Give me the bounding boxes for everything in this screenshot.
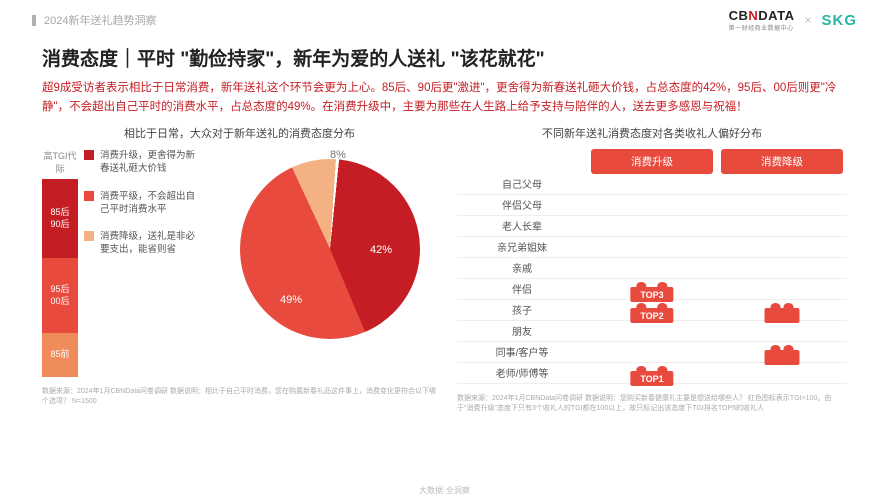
left-chart: 相比于日常，大众对于新年送礼的消费态度分布 高TGI代际 85后90后95后00…: [42, 125, 437, 414]
gift-badge-icon: TOP1: [630, 371, 673, 386]
description: 超9成受访者表示相比于日常消费，新年送礼这个环节会更为上心。85后、90后更"激…: [0, 79, 889, 117]
legend-swatch-icon: [84, 150, 94, 160]
row-label: 伴侣: [457, 281, 587, 296]
table-column-header: 消费降级: [721, 149, 843, 174]
content: 相比于日常，大众对于新年送礼的消费态度分布 高TGI代际 85后90后95后00…: [0, 117, 889, 414]
table-row: 朋友: [457, 321, 847, 342]
table-header: 收礼人\消费态度消费升级消费降级: [457, 149, 847, 174]
table-row: 老人长辈: [457, 216, 847, 237]
legend: 消费升级，更舍得为新春送礼砸大价钱消费平级，不会超出自己平时消费水平消费降级，送…: [84, 149, 204, 377]
table-column-header: 消费升级: [591, 149, 713, 174]
left-chart-title: 相比于日常，大众对于新年送礼的消费态度分布: [42, 125, 437, 141]
breadcrumb-text: 2024新年送礼趋势洞察: [44, 12, 156, 28]
row-label: 亲戚: [457, 260, 587, 275]
tgi-segment: 85前: [42, 333, 78, 377]
logo-cbndata: CBNDATA 第一财经商业数据中心: [729, 8, 795, 32]
legend-text: 消费降级，送礼是非必要支出，能省则省: [100, 230, 204, 257]
table-column-header: 收礼人\消费态度: [461, 149, 583, 174]
legend-item: 消费升级，更舍得为新春送礼砸大价钱: [84, 149, 204, 176]
header: 2024新年送礼趋势洞察 CBNDATA 第一财经商业数据中心 × SKG: [0, 0, 889, 30]
tgi-column: 高TGI代际 85后90后95后00后85前: [42, 149, 78, 377]
table-row: 亲兄弟姐妹: [457, 237, 847, 258]
row-label: 朋友: [457, 323, 587, 338]
row-label: 同事/客户等: [457, 344, 587, 359]
page-title: 消费态度｜平时 "勤俭持家"，新年为爱的人送礼 "该花就花": [0, 30, 889, 79]
pie-icon: [240, 159, 420, 339]
row-label: 自己父母: [457, 176, 587, 191]
header-bar-icon: [32, 15, 36, 26]
table-row: 同事/客户等: [457, 342, 847, 363]
right-chart-title: 不同新年送礼消费态度对各类收礼人偏好分布: [457, 125, 847, 141]
right-footnote: 数据来源：2024年1月CBNData问卷调研 数据说明：您购买新春健康礼主要是…: [457, 394, 847, 414]
pie-chart: 8% 42% 49%: [210, 149, 437, 359]
row-label: 孩子: [457, 302, 587, 317]
tgi-bar: 85后90后95后00后85前: [42, 179, 78, 377]
right-chart: 不同新年送礼消费态度对各类收礼人偏好分布 收礼人\消费态度消费升级消费降级 自己…: [457, 125, 847, 414]
tgi-segment: 95后00后: [42, 258, 78, 333]
row-label: 老人长辈: [457, 218, 587, 233]
logo-skg: SKG: [821, 12, 857, 29]
legend-swatch-icon: [84, 231, 94, 241]
legend-text: 消费平级，不会超出自己平时消费水平: [100, 190, 204, 217]
row-label: 伴侣父母: [457, 197, 587, 212]
table-row: 伴侣父母: [457, 195, 847, 216]
preference-table: 收礼人\消费态度消费升级消费降级 自己父母伴侣父母老人长辈亲兄弟姐妹亲戚伴侣TO…: [457, 149, 847, 384]
table-body: 自己父母伴侣父母老人长辈亲兄弟姐妹亲戚伴侣TOP3孩子TOP2 朋友同事/客户等…: [457, 174, 847, 384]
legend-item: 消费平级，不会超出自己平时消费水平: [84, 190, 204, 217]
tgi-segment: 85后90后: [42, 179, 78, 258]
logo-separator-icon: ×: [804, 13, 811, 27]
row-label: 亲兄弟姐妹: [457, 239, 587, 254]
table-row: 亲戚: [457, 258, 847, 279]
table-row: 孩子TOP2: [457, 300, 847, 321]
row-label: 老师/师傅等: [457, 365, 587, 380]
legend-item: 消费降级，送礼是非必要支出，能省则省: [84, 230, 204, 257]
left-footnote: 数据来源：2024年1月CBNData问卷调研 数据说明：相比于自己平时消费，您…: [42, 387, 437, 407]
table-row: 伴侣TOP3: [457, 279, 847, 300]
pie-label-8: 8%: [330, 149, 346, 161]
tgi-label: 高TGI代际: [42, 149, 78, 175]
legend-swatch-icon: [84, 191, 94, 201]
table-row: 自己父母: [457, 174, 847, 195]
legend-text: 消费升级，更舍得为新春送礼砸大价钱: [100, 149, 204, 176]
bottom-tag: 大数据·全洞察: [419, 485, 470, 496]
table-row: 老师/师傅等 TOP1: [457, 363, 847, 384]
logos: CBNDATA 第一财经商业数据中心 × SKG: [729, 8, 857, 32]
breadcrumb: 2024新年送礼趋势洞察: [32, 12, 156, 28]
pie-label-42: 42%: [370, 244, 392, 256]
pie-label-49: 49%: [280, 294, 302, 306]
